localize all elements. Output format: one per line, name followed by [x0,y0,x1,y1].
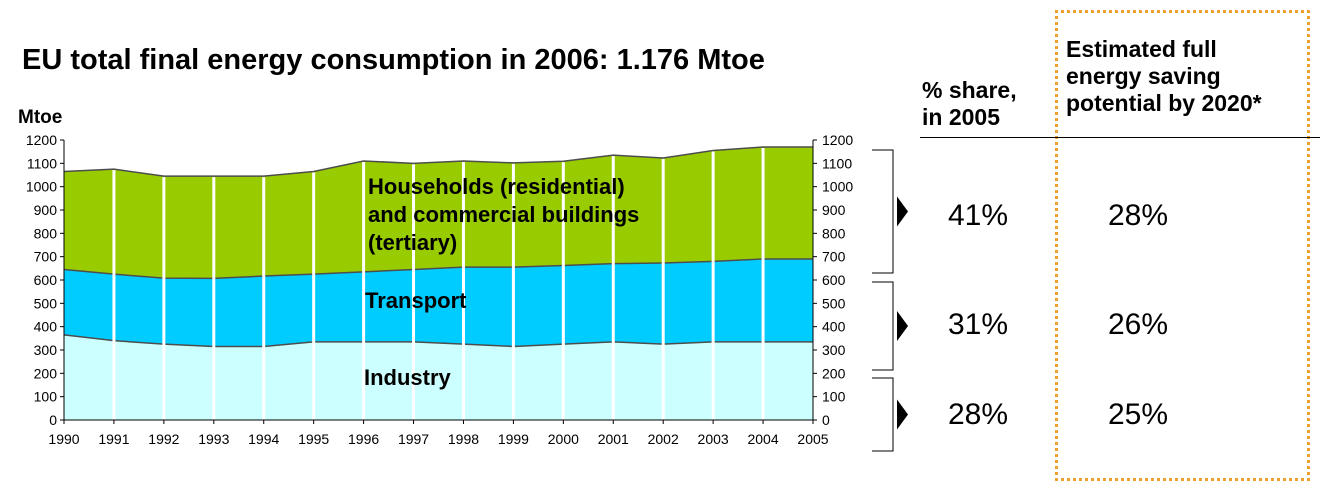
transport-area-label: Transport [365,288,467,313]
x-tick-label: 1996 [348,431,379,447]
y-tick-label-right: 400 [822,319,846,335]
y-tick-label-right: 900 [822,202,846,218]
transport-saving: 26% [1107,308,1169,341]
transport-share: 31% [947,308,1009,341]
y-tick-label-left: 200 [34,365,58,381]
x-tick-label: 1991 [98,431,129,447]
y-tick-label-right: 1200 [822,132,853,148]
series-line-1 [63,258,813,280]
x-tick-label: 2005 [797,431,828,447]
y-tick-label-right: 1100 [822,155,852,171]
x-tick-label: 1990 [48,431,79,447]
x-tick-label: 1993 [198,431,229,447]
share-header-line-2: in 2005 [922,104,1000,130]
share-header: % share, in 2005 [922,77,1052,131]
y-tick-label-right: 100 [822,389,846,405]
area-series-0 [64,334,813,420]
y-tick-label-left: 1100 [27,155,57,171]
households-bracket-arrow [897,196,908,227]
y-axis-label: Mtoe [18,107,63,128]
series-line-2 [63,146,813,177]
saving-header-line-1: Estimated full [1066,36,1217,62]
x-tick-label: 2000 [548,431,579,447]
y-tick-label-right: 800 [822,225,846,241]
households-bracket [872,149,894,274]
industry-bracket-arrow [897,399,908,430]
y-tick-label-left: 500 [34,295,58,311]
x-tick-label: 1998 [448,431,479,447]
saving-header-line-3: potential by 2020* [1066,90,1262,116]
industry-bracket [872,377,894,452]
y-tick-label-right: 600 [822,272,846,288]
y-tick-label-left: 300 [34,342,58,358]
households-area-label: Households (residential) [368,174,625,199]
x-tick-label: 1994 [248,431,279,447]
chart-title: EU total final energy consumption in 200… [22,44,765,76]
saving-header: Estimated full energy saving potential b… [1066,36,1316,117]
y-tick-label-right: 200 [822,365,846,381]
share-header-line-1: % share, [922,77,1017,103]
y-tick-label-left: 900 [34,202,58,218]
y-tick-label-left: 1000 [26,179,57,195]
households-saving: 28% [1107,199,1169,232]
header-divider [920,137,1320,138]
y-tick-label-left: 700 [34,249,58,265]
x-tick-label: 2003 [698,431,729,447]
households-area-label: and commercial buildings [368,202,639,227]
x-tick-label: 1995 [298,431,329,447]
x-tick-label: 1999 [498,431,529,447]
households-share: 41% [947,199,1009,232]
x-tick-label: 2004 [747,431,778,447]
series-line-0 [63,334,813,348]
y-tick-label-left: 0 [49,412,57,428]
industry-saving: 25% [1107,398,1169,431]
y-tick-label-left: 600 [34,272,58,288]
y-tick-label-left: 100 [34,389,58,405]
y-tick-label-right: 700 [822,249,846,265]
y-tick-label-left: 1200 [26,132,57,148]
x-tick-label: 2002 [648,431,679,447]
industry-area-label: Industry [364,365,452,390]
industry-share: 28% [947,398,1009,431]
y-tick-label-right: 500 [822,295,846,311]
x-tick-label: 1997 [398,431,429,447]
y-tick-label-right: 0 [822,412,830,428]
y-tick-label-left: 400 [34,319,58,335]
area-series-2 [64,147,813,279]
transport-bracket [872,281,894,371]
y-tick-label-right: 300 [822,342,846,358]
saving-column-box [1055,10,1310,481]
x-tick-label: 2001 [598,431,629,447]
households-area-label: (tertiary) [368,230,457,255]
x-tick-label: 1992 [148,431,179,447]
area-series-1 [64,259,813,347]
y-tick-label-left: 800 [34,225,58,241]
transport-bracket-arrow [897,311,908,341]
saving-header-line-2: energy saving [1066,63,1221,89]
y-tick-label-right: 1000 [822,179,853,195]
